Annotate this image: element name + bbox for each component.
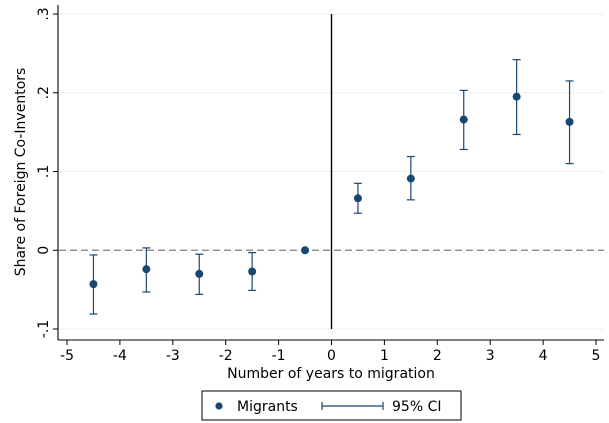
legend-label-migrants: Migrants: [237, 399, 298, 415]
legend: Migrants 95% CI: [201, 390, 462, 421]
axes: -5 -4 -3 -2 -1 0 1 2 3 4 5 -.1 0 .1 .2 .3: [36, 5, 604, 364]
y-tick-label: .3: [36, 7, 52, 20]
x-tick-label: 4: [539, 348, 548, 364]
x-tick-label: 5: [592, 348, 601, 364]
y-axis-label: Share of Foreign Co-Inventors: [13, 68, 29, 277]
x-tick-label: -2: [219, 348, 233, 364]
data-point: [353, 194, 362, 203]
y-tick-label: .1: [36, 165, 52, 178]
y-tick-label: 0: [36, 246, 52, 255]
x-tick-label: 1: [380, 348, 389, 364]
reference-lines: [59, 14, 604, 329]
x-axis-label: Number of years to migration: [227, 366, 435, 382]
data-point: [142, 265, 151, 274]
data-point: [512, 92, 521, 101]
legend-marker-migrants: [215, 402, 223, 410]
data-point: [406, 174, 415, 183]
data-point: [195, 269, 204, 278]
x-tick-label: 0: [327, 348, 336, 364]
data-series-migrants: [89, 59, 574, 315]
x-tick-label: 3: [486, 348, 495, 364]
data-point: [565, 117, 574, 126]
data-point: [89, 280, 98, 289]
x-tick-label: -1: [272, 348, 286, 364]
x-tick-label: 2: [433, 348, 442, 364]
y-tick-label: .2: [36, 86, 52, 99]
legend-label-ci: 95% CI: [392, 399, 441, 415]
x-tick-label: -4: [113, 348, 127, 364]
data-point: [301, 246, 310, 255]
data-point: [459, 115, 468, 124]
legend-ci-symbol: [321, 402, 384, 410]
x-tick-label: -3: [166, 348, 180, 364]
y-tick-label: -.1: [36, 320, 52, 338]
data-point: [248, 267, 257, 276]
x-tick-label: -5: [60, 348, 74, 364]
